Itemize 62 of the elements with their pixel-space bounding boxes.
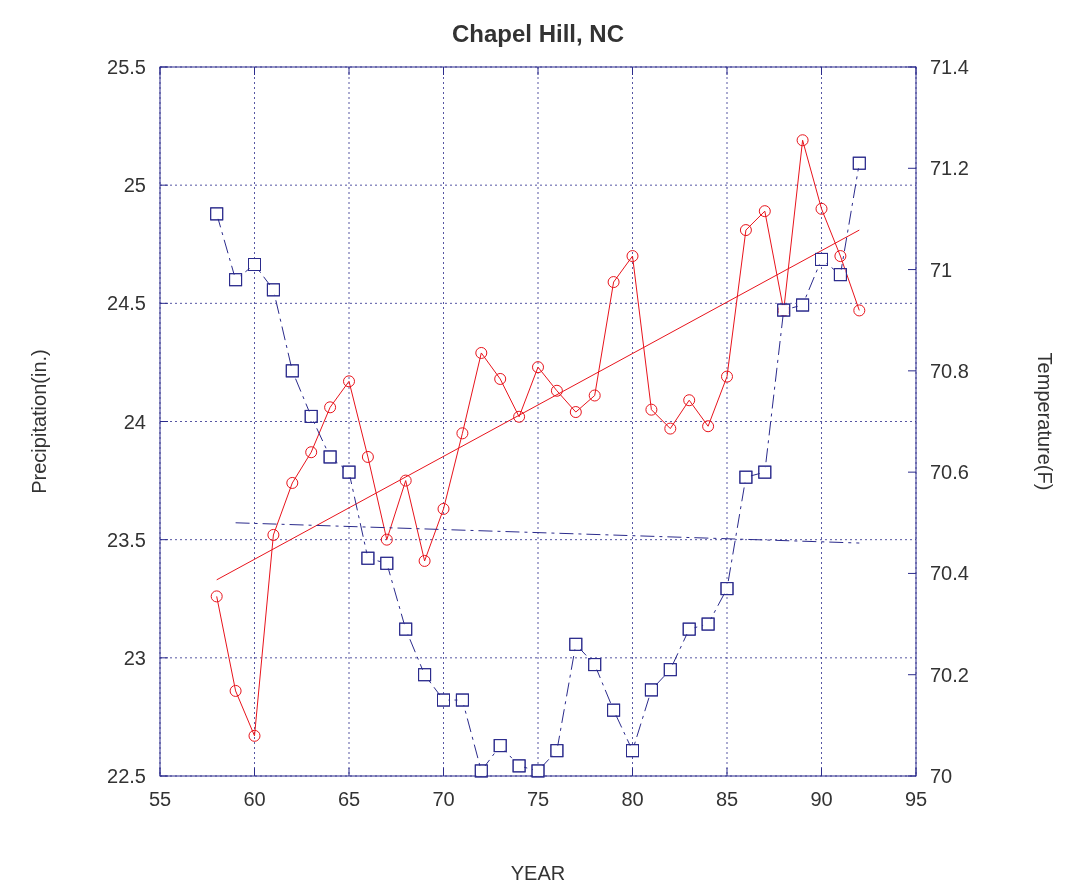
- y2-tick-label: 71.2: [930, 157, 969, 180]
- chart-title: Chapel Hill, NC: [451, 20, 625, 47]
- x-tick-label: 80: [621, 788, 644, 810]
- x-tick-label: 95: [904, 788, 928, 810]
- x-tick-label: 60: [243, 788, 266, 810]
- point: [456, 427, 469, 440]
- point: [210, 590, 223, 603]
- point: [739, 224, 752, 237]
- point: [418, 554, 431, 567]
- point: [475, 346, 488, 359]
- point: [361, 450, 374, 463]
- point: [853, 304, 866, 317]
- point: [550, 384, 563, 397]
- y-tick-label: 23.5: [107, 528, 146, 551]
- y2-tick-label: 71: [930, 258, 953, 281]
- y-tick-label: 24.5: [107, 292, 146, 315]
- y-axis-title: Precipitation(in.): [28, 349, 50, 494]
- point: [664, 422, 677, 435]
- point: [229, 684, 242, 697]
- point: [267, 528, 280, 541]
- point: [532, 361, 544, 374]
- y2-tick-label: 71.4: [930, 56, 969, 78]
- point: [324, 401, 337, 414]
- point: [494, 372, 507, 385]
- y2-tick-label: 70.4: [930, 562, 969, 585]
- y2-tick-label: 70: [930, 765, 953, 787]
- point: [607, 276, 620, 289]
- x-tick-label: 65: [337, 788, 361, 810]
- y-tick-label: 25.5: [107, 56, 146, 78]
- point: [702, 420, 715, 433]
- point: [758, 205, 771, 218]
- point: [380, 533, 393, 546]
- y-tick-label: 25: [123, 174, 146, 197]
- point: [399, 474, 412, 487]
- point: [305, 446, 318, 459]
- x-tick-label: 75: [526, 788, 550, 810]
- x-tick-label: 55: [148, 788, 172, 810]
- point: [343, 375, 355, 388]
- point: [437, 502, 450, 515]
- x-tick-label: 70: [432, 788, 455, 810]
- point: [588, 389, 601, 402]
- y-tick-label: 24: [123, 410, 146, 433]
- point: [815, 202, 828, 215]
- point: [513, 410, 526, 423]
- y2-axis-title: Temperature(F): [1034, 352, 1056, 491]
- point: [248, 729, 261, 742]
- y2-tick-label: 70.8: [930, 359, 969, 382]
- y2-tick-label: 70.6: [930, 461, 969, 484]
- point: [645, 403, 658, 416]
- point: [796, 134, 809, 147]
- y2-tick-label: 70.2: [930, 663, 969, 686]
- y-tick-label: 23: [123, 646, 146, 669]
- x-tick-label: 85: [715, 788, 739, 810]
- x-axis-title: YEAR: [510, 862, 566, 884]
- x-tick-label: 90: [810, 788, 833, 810]
- point: [626, 250, 639, 263]
- point: [721, 370, 733, 383]
- point: [683, 394, 696, 407]
- point: [834, 250, 847, 263]
- y-tick-label: 22.5: [107, 765, 146, 787]
- point: [286, 476, 299, 489]
- point: [569, 406, 582, 419]
